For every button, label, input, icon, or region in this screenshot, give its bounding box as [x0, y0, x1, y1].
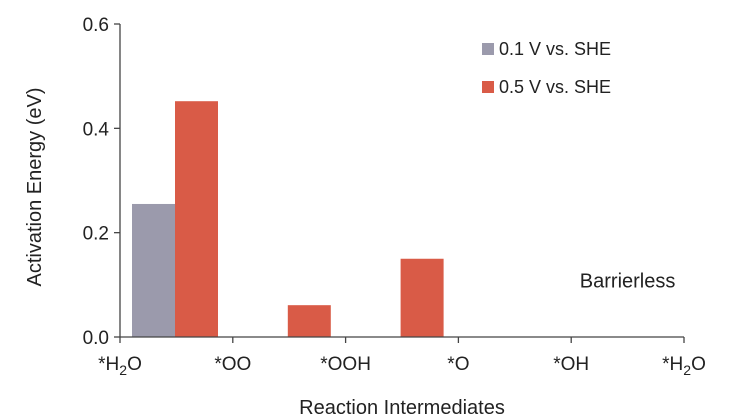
x-tick-label: *OO: [214, 354, 251, 375]
x-tick-label-subscript: 2: [119, 362, 127, 378]
x-tick-label-main: *H: [98, 354, 119, 375]
y-tick-label: 0.6: [83, 15, 109, 36]
legend-swatch-1: [482, 43, 494, 55]
x-ticks-layer: *H2O *OO *OOH *O *OH *H2O: [98, 337, 706, 378]
legend-swatch-2: [482, 81, 494, 93]
x-tick-label-main: *OH: [553, 354, 589, 375]
legend: 0.1 V vs. SHE 0.5 V vs. SHE: [482, 39, 611, 97]
bar-2-step-3: [400, 258, 444, 337]
y-axis-label: Activation Energy (eV): [24, 88, 46, 287]
bars-layer: [132, 101, 444, 337]
x-tick-label: *O: [447, 354, 469, 375]
x-tick-label-tail: O: [691, 354, 706, 375]
axes-layer: [119, 24, 684, 338]
y-ticks-layer: 0.0 0.2 0.4 0.6: [83, 15, 120, 349]
y-tick-label: 0.4: [83, 119, 110, 140]
x-tick-label-main: *O: [447, 354, 469, 375]
annotation-barrierless: Barrierless: [580, 270, 676, 292]
x-tick-label-main: *OO: [214, 354, 251, 375]
x-tick-label-tail: O: [127, 354, 142, 375]
bar-1-step-1: [132, 203, 175, 337]
legend-label-1: 0.1 V vs. SHE: [499, 39, 611, 59]
legend-label-2: 0.5 V vs. SHE: [499, 77, 611, 97]
y-tick-label: 0.2: [83, 224, 109, 245]
x-tick-label: *H2O: [98, 354, 142, 378]
bar-2-step-1: [175, 101, 218, 337]
y-tick-label: 0.0: [83, 328, 109, 349]
x-tick-label-subscript: 2: [683, 362, 691, 378]
annotation-layer: Barrierless: [580, 270, 676, 292]
x-tick-label-main: *H: [662, 354, 683, 375]
x-tick-label: *OH: [553, 354, 589, 375]
bar-2-step-2: [287, 305, 331, 337]
x-tick-label: *OOH: [320, 354, 371, 375]
x-tick-label-main: *OOH: [320, 354, 371, 375]
x-axis-label: Reaction Intermediates: [299, 397, 505, 419]
x-tick-label: *H2O: [662, 354, 706, 378]
